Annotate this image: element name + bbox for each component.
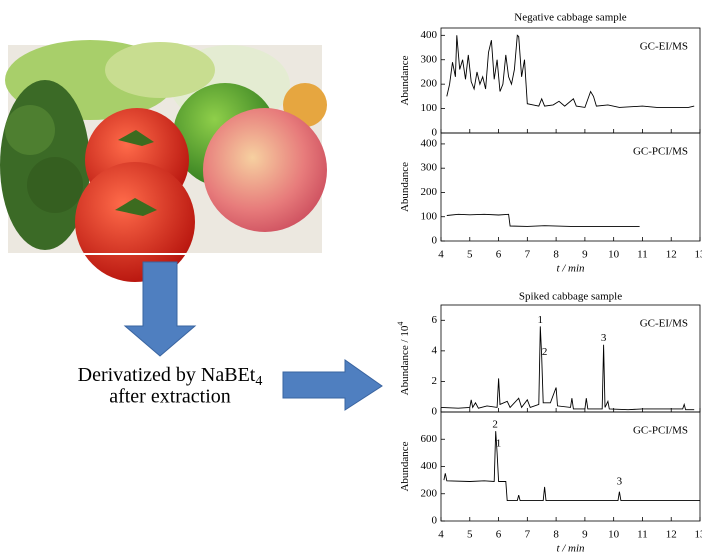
- down-arrow: [123, 261, 197, 357]
- peak-label: 1: [496, 438, 502, 450]
- y-tick-label: 200: [421, 487, 438, 499]
- x-tick-label: 7: [525, 529, 531, 541]
- y-tick-label: 0: [432, 515, 438, 527]
- y-tick-label: 4: [432, 344, 438, 356]
- method-label: GC-EI/MS: [640, 318, 688, 330]
- text-line: Derivatized by NaBEt: [78, 364, 256, 386]
- y-axis-label: Abundance: [399, 162, 411, 212]
- y-tick-label: 0: [432, 235, 438, 247]
- y-tick-label: 2: [432, 375, 438, 387]
- x-tick-label: 5: [467, 249, 473, 261]
- y-tick-label: 100: [421, 102, 438, 114]
- y-tick-label: 400: [421, 460, 438, 472]
- peak-label: 2: [492, 418, 498, 430]
- y-tick-label: 300: [421, 162, 438, 174]
- x-tick-label: 6: [496, 249, 502, 261]
- y-axis-label: Abundance: [399, 441, 411, 491]
- subscript: 4: [255, 374, 262, 389]
- y-tick-label: 200: [421, 78, 438, 90]
- y-axis-label-text: Abundance / 10: [399, 325, 411, 395]
- y-tick-label: 200: [421, 186, 438, 198]
- y-axis-label: Abundance / 104: [396, 322, 411, 396]
- x-tick-label: 12: [666, 249, 677, 261]
- y-axis-label-text: Abundance: [399, 441, 411, 491]
- method-label: GC-PCI/MS: [633, 146, 688, 158]
- y-tick-label: 400: [421, 29, 438, 41]
- peak-label: 3: [617, 476, 623, 488]
- y-tick-label: 400: [421, 137, 438, 149]
- x-tick-label: 6: [496, 529, 502, 541]
- trace: [446, 34, 695, 108]
- x-tick-label: 9: [582, 249, 588, 261]
- x-tick-label: 12: [666, 529, 677, 541]
- x-tick-label: 5: [467, 529, 473, 541]
- vegetable-photo: [0, 40, 327, 282]
- x-tick-label: 11: [637, 249, 648, 261]
- peak-label: 2: [542, 346, 548, 358]
- y-tick-label: 6: [432, 314, 438, 326]
- derivatization-text: Derivatized by NaBEt4: [78, 364, 263, 390]
- right-arrow: [282, 359, 383, 411]
- x-tick-label: 9: [582, 529, 588, 541]
- x-tick-label: 4: [438, 249, 444, 261]
- y-axis-label-text: Abundance: [399, 162, 411, 212]
- x-tick-label: 11: [637, 529, 648, 541]
- method-label: GC-PCI/MS: [633, 425, 688, 437]
- peak-label: 3: [601, 332, 607, 344]
- x-tick-label: 10: [608, 249, 620, 261]
- derivatization-text: after extraction: [109, 386, 231, 408]
- peak-label: 1: [538, 314, 544, 326]
- y-tick-label: 0: [432, 127, 438, 139]
- y-tick-label: 600: [421, 433, 438, 445]
- x-axis-label: t / min: [556, 263, 585, 275]
- x-tick-label: 13: [695, 249, 702, 261]
- x-axis-label: t / min: [556, 543, 585, 552]
- x-tick-label: 13: [695, 529, 702, 541]
- trace: [446, 213, 640, 227]
- method-label: GC-EI/MS: [640, 41, 688, 53]
- x-tick-label: 10: [608, 529, 620, 541]
- y-tick-label: 300: [421, 53, 438, 65]
- chart-title: Spiked cabbage sample: [519, 291, 622, 303]
- x-tick-label: 8: [553, 529, 559, 541]
- x-tick-label: 8: [553, 249, 559, 261]
- x-tick-label: 7: [525, 249, 531, 261]
- y-axis-label-text: Abundance: [399, 55, 411, 105]
- plot-frame: [440, 132, 701, 242]
- chart-title: Negative cabbage sample: [514, 12, 627, 24]
- x-tick-label: 4: [438, 529, 444, 541]
- y-tick-label: 100: [421, 210, 438, 222]
- trace: [440, 326, 695, 411]
- y-axis-label-superscript: 4: [396, 322, 405, 326]
- y-axis-label: Abundance: [399, 55, 411, 105]
- trace: [443, 431, 700, 502]
- y-tick-label: 0: [432, 406, 438, 418]
